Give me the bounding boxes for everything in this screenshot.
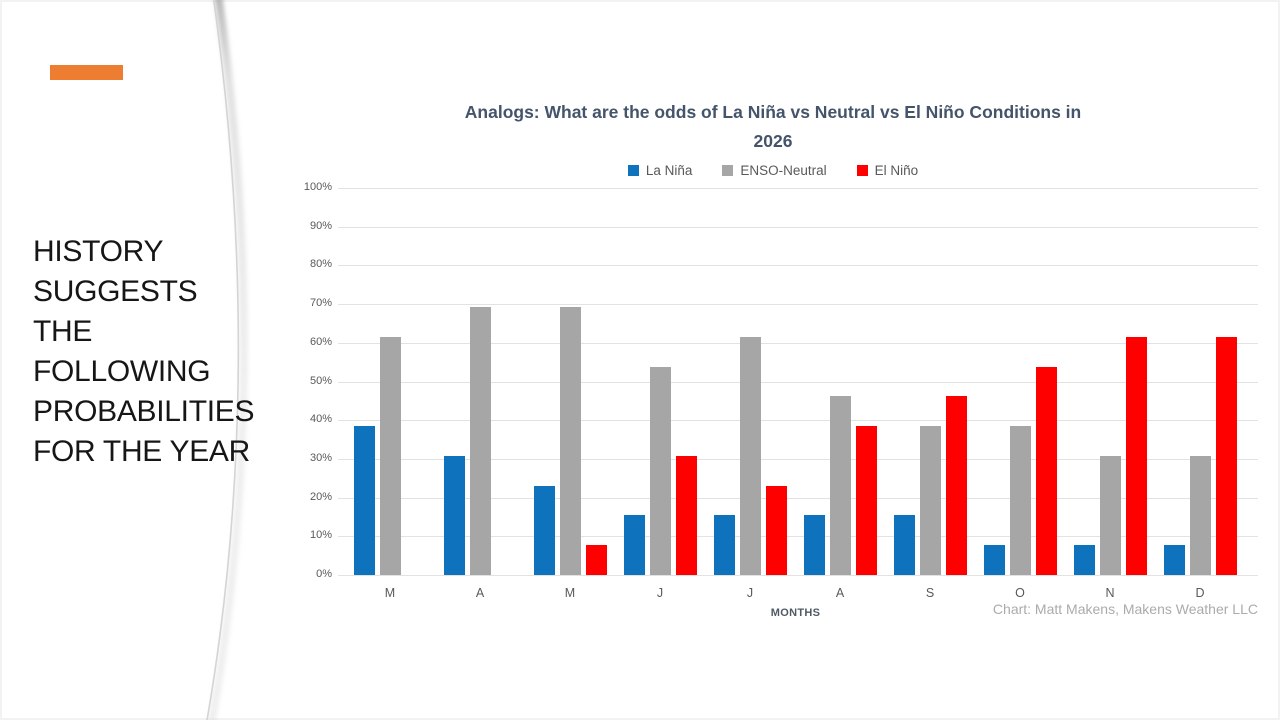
bar-el-ni-o (585, 545, 607, 575)
chart-title: Analogs: What are the odds of La Niña vs… (338, 98, 1208, 156)
bar-el-ni-o (675, 455, 697, 575)
gridline (338, 536, 1258, 538)
bar-el-ni-o (855, 426, 877, 575)
gridline (338, 188, 1258, 189)
chart-attribution: Chart: Matt Makens, Makens Weather LLC (992, 601, 1258, 617)
headline-line: PROBABILITIES (33, 395, 255, 428)
bar-la-ni-a (1073, 545, 1095, 575)
bar-la-ni-a (443, 455, 465, 575)
y-tick-label: 30% (309, 451, 332, 464)
x-tick-label: M (384, 586, 396, 600)
gridline (338, 265, 1258, 267)
y-tick-label: 10% (309, 529, 332, 542)
bar-la-ni-a (983, 545, 1005, 575)
legend-label: La Niña (645, 162, 693, 178)
y-tick-label: 50% (309, 374, 332, 387)
bar-group-m-0 (345, 188, 435, 575)
bars-row (338, 188, 1258, 575)
chart-title-line2: 2026 (753, 131, 793, 151)
chart-legend: La Niña ENSO-Neutral El Niño (338, 160, 1208, 180)
accent-bar (50, 65, 123, 80)
bar-la-ni-a (623, 515, 645, 575)
bar-group-j-3 (615, 188, 705, 575)
gridline (338, 226, 1258, 228)
bar-group-a-1 (435, 188, 525, 575)
gridline (338, 575, 1258, 576)
bar-el-ni-o (945, 396, 967, 575)
headline-line: FOR THE YEAR (33, 435, 251, 468)
bar-la-ni-a (533, 485, 555, 575)
bar-el-ni-o (1215, 337, 1237, 575)
y-tick-label: 20% (309, 490, 332, 503)
bar-enso-neutral (649, 366, 671, 575)
bar-enso-neutral (1189, 455, 1211, 575)
x-tick-label: M (564, 586, 576, 600)
bar-la-ni-a (353, 426, 375, 575)
x-tick-label: A (475, 586, 485, 600)
gridline (338, 420, 1258, 422)
gridline (338, 458, 1258, 460)
plot-area (338, 188, 1258, 576)
bar-group-m-2 (525, 188, 615, 575)
bar-enso-neutral (1009, 426, 1031, 575)
bar-group-j-4 (705, 188, 795, 575)
legend-item-enso-neutral: ENSO-Neutral (722, 162, 827, 178)
y-tick-label: 60% (309, 335, 332, 348)
x-tick-label: D (1195, 586, 1205, 600)
y-tick-label: 0% (316, 568, 332, 580)
chart-title-line1: Analogs: What are the odds of La Niña vs… (464, 102, 1082, 122)
headline-line: THE (33, 315, 93, 348)
legend-label: ENSO-Neutral (740, 162, 827, 178)
y-tick-label: 40% (309, 413, 332, 426)
x-axis-title: MONTHS (770, 607, 821, 619)
x-tick-label: N (1105, 586, 1115, 600)
gridline (338, 497, 1258, 499)
gridline (338, 304, 1258, 306)
y-axis-labels: 0% 10% 20% 30% 40% 50% 60% 70% 80% 90% 100% (288, 181, 332, 580)
bar-la-ni-a (713, 515, 735, 575)
bar-enso-neutral (1099, 455, 1121, 575)
bar-enso-neutral (739, 337, 761, 575)
bar-enso-neutral (379, 337, 401, 575)
bar-el-ni-o (1125, 337, 1147, 575)
el-nino-swatch-icon (856, 164, 868, 176)
bar-la-ni-a (803, 515, 825, 575)
x-tick-label: J (746, 586, 754, 600)
bar-enso-neutral (829, 396, 851, 575)
bar-enso-neutral (469, 307, 491, 575)
legend-item-la-nina: La Niña (627, 162, 693, 178)
bar-el-ni-o (765, 485, 787, 575)
bar-group-d-9 (1155, 188, 1245, 575)
bar-group-n-8 (1065, 188, 1155, 575)
bar-la-ni-a (893, 515, 915, 575)
legend-label: El Niño (874, 162, 919, 178)
y-tick-label: 70% (309, 297, 332, 310)
la-nina-swatch-icon (627, 164, 639, 176)
slide-headline: HISTORY SUGGESTS THE FOLLOWING PROBABILI… (33, 232, 273, 472)
x-tick-label: O (1015, 586, 1025, 600)
x-tick-label: A (835, 586, 845, 600)
enso-neutral-swatch-icon (722, 164, 734, 176)
legend-item-el-nino: El Niño (856, 162, 919, 178)
bar-group-s-6 (885, 188, 975, 575)
headline-line: FOLLOWING (33, 355, 211, 388)
bar-group-o-7 (975, 188, 1065, 575)
headline-line: SUGGESTS (33, 275, 198, 308)
y-tick-label: 90% (309, 219, 332, 232)
bar-enso-neutral (919, 426, 941, 575)
bar-el-ni-o (1035, 366, 1057, 575)
gridline (338, 381, 1258, 383)
bar-enso-neutral (559, 307, 581, 575)
gridline (338, 342, 1258, 344)
x-tick-label: S (925, 586, 935, 600)
headline-line: HISTORY (33, 235, 164, 268)
x-tick-label: J (656, 586, 664, 600)
bar-group-a-5 (795, 188, 885, 575)
bar-la-ni-a (1163, 545, 1185, 575)
y-tick-label: 80% (309, 258, 332, 271)
y-tick-label: 100% (303, 181, 332, 193)
